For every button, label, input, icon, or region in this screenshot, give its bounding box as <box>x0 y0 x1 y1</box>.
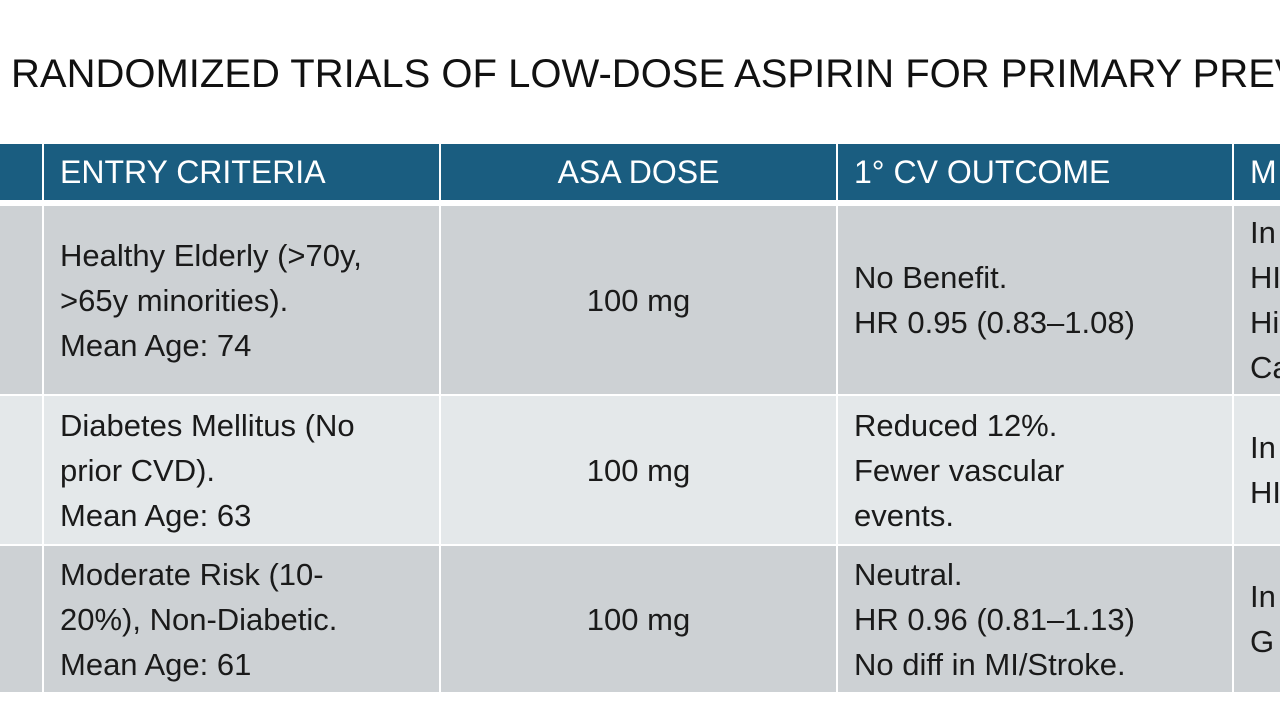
table-row: Diabetes Mellitus (No prior CVD). Mean A… <box>0 394 1280 546</box>
header-asa-dose: ASA DOSE <box>439 142 838 204</box>
cv-outcome-cell: Reduced 12%. Fewer vascular events. <box>836 394 1234 546</box>
table-row: Healthy Elderly (>70y, >65y minorities).… <box>0 202 1280 396</box>
header-trial <box>0 142 44 204</box>
trial-cell <box>0 544 44 692</box>
partial-line: In <box>1250 579 1276 614</box>
entry-line: Moderate Risk (10- <box>60 556 324 592</box>
slide-title: RANDOMIZED TRIALS OF LOW-DOSE ASPIRIN FO… <box>11 52 1280 96</box>
entry-criteria-cell: Moderate Risk (10- 20%), Non-Diabetic. M… <box>42 544 441 692</box>
cv-outcome-cell: Neutral. HR 0.96 (0.81–1.13) No diff in … <box>836 544 1234 692</box>
entry-line: Mean Age: 61 <box>60 646 252 682</box>
entry-criteria-cell: Healthy Elderly (>70y, >65y minorities).… <box>42 202 441 396</box>
asa-dose-cell: 100 mg <box>439 544 838 692</box>
cv-outcome-cell: No Benefit. HR 0.95 (0.83–1.08) <box>836 202 1234 396</box>
outcome-line: No Benefit. <box>854 260 1008 295</box>
outcome-line: Reduced 12%. <box>854 407 1058 443</box>
outcome-line: No diff in MI/Stroke. <box>854 646 1126 682</box>
header-m-partial: M <box>1232 142 1280 204</box>
partial-line: In <box>1250 215 1276 250</box>
entry-line: prior CVD). <box>60 452 216 488</box>
partial-line: HI <box>1250 260 1280 295</box>
m-partial-cell: In G <box>1232 544 1280 692</box>
entry-line: >65y minorities). <box>60 282 289 318</box>
entry-criteria-cell: Diabetes Mellitus (No prior CVD). Mean A… <box>42 394 441 546</box>
trials-table-container: ENTRY CRITERIA ASA DOSE 1° CV OUTCOME M … <box>0 142 1280 692</box>
trial-cell <box>0 394 44 546</box>
partial-line: Ca <box>1250 350 1280 385</box>
partial-line: G <box>1250 624 1275 659</box>
asa-dose-cell: 100 mg <box>439 394 838 546</box>
table-row: Moderate Risk (10- 20%), Non-Diabetic. M… <box>0 544 1280 692</box>
outcome-line: HR 0.96 (0.81–1.13) <box>854 601 1135 637</box>
outcome-line: HR 0.95 (0.83–1.08) <box>854 305 1135 340</box>
partial-line: In <box>1250 430 1276 465</box>
entry-line: Mean Age: 63 <box>60 497 252 533</box>
outcome-line: events. <box>854 497 954 533</box>
entry-line: Healthy Elderly (>70y, <box>60 237 362 273</box>
header-cv-outcome: 1° CV OUTCOME <box>836 142 1234 204</box>
header-entry-criteria: ENTRY CRITERIA <box>42 142 441 204</box>
trial-cell <box>0 202 44 396</box>
trials-table: ENTRY CRITERIA ASA DOSE 1° CV OUTCOME M … <box>0 142 1280 692</box>
outcome-line: Neutral. <box>854 556 963 592</box>
entry-line: Diabetes Mellitus (No <box>60 407 355 443</box>
m-partial-cell: In HI Hi Ca <box>1232 202 1280 396</box>
m-partial-cell: In HI <box>1232 394 1280 546</box>
outcome-line: Fewer vascular <box>854 452 1065 488</box>
entry-line: 20%), Non-Diabetic. <box>60 601 338 637</box>
entry-line: Mean Age: 74 <box>60 327 252 363</box>
partial-line: Hi <box>1250 305 1280 340</box>
table-header-row: ENTRY CRITERIA ASA DOSE 1° CV OUTCOME M <box>0 142 1280 204</box>
asa-dose-cell: 100 mg <box>439 202 838 396</box>
partial-line: HI <box>1250 475 1280 510</box>
